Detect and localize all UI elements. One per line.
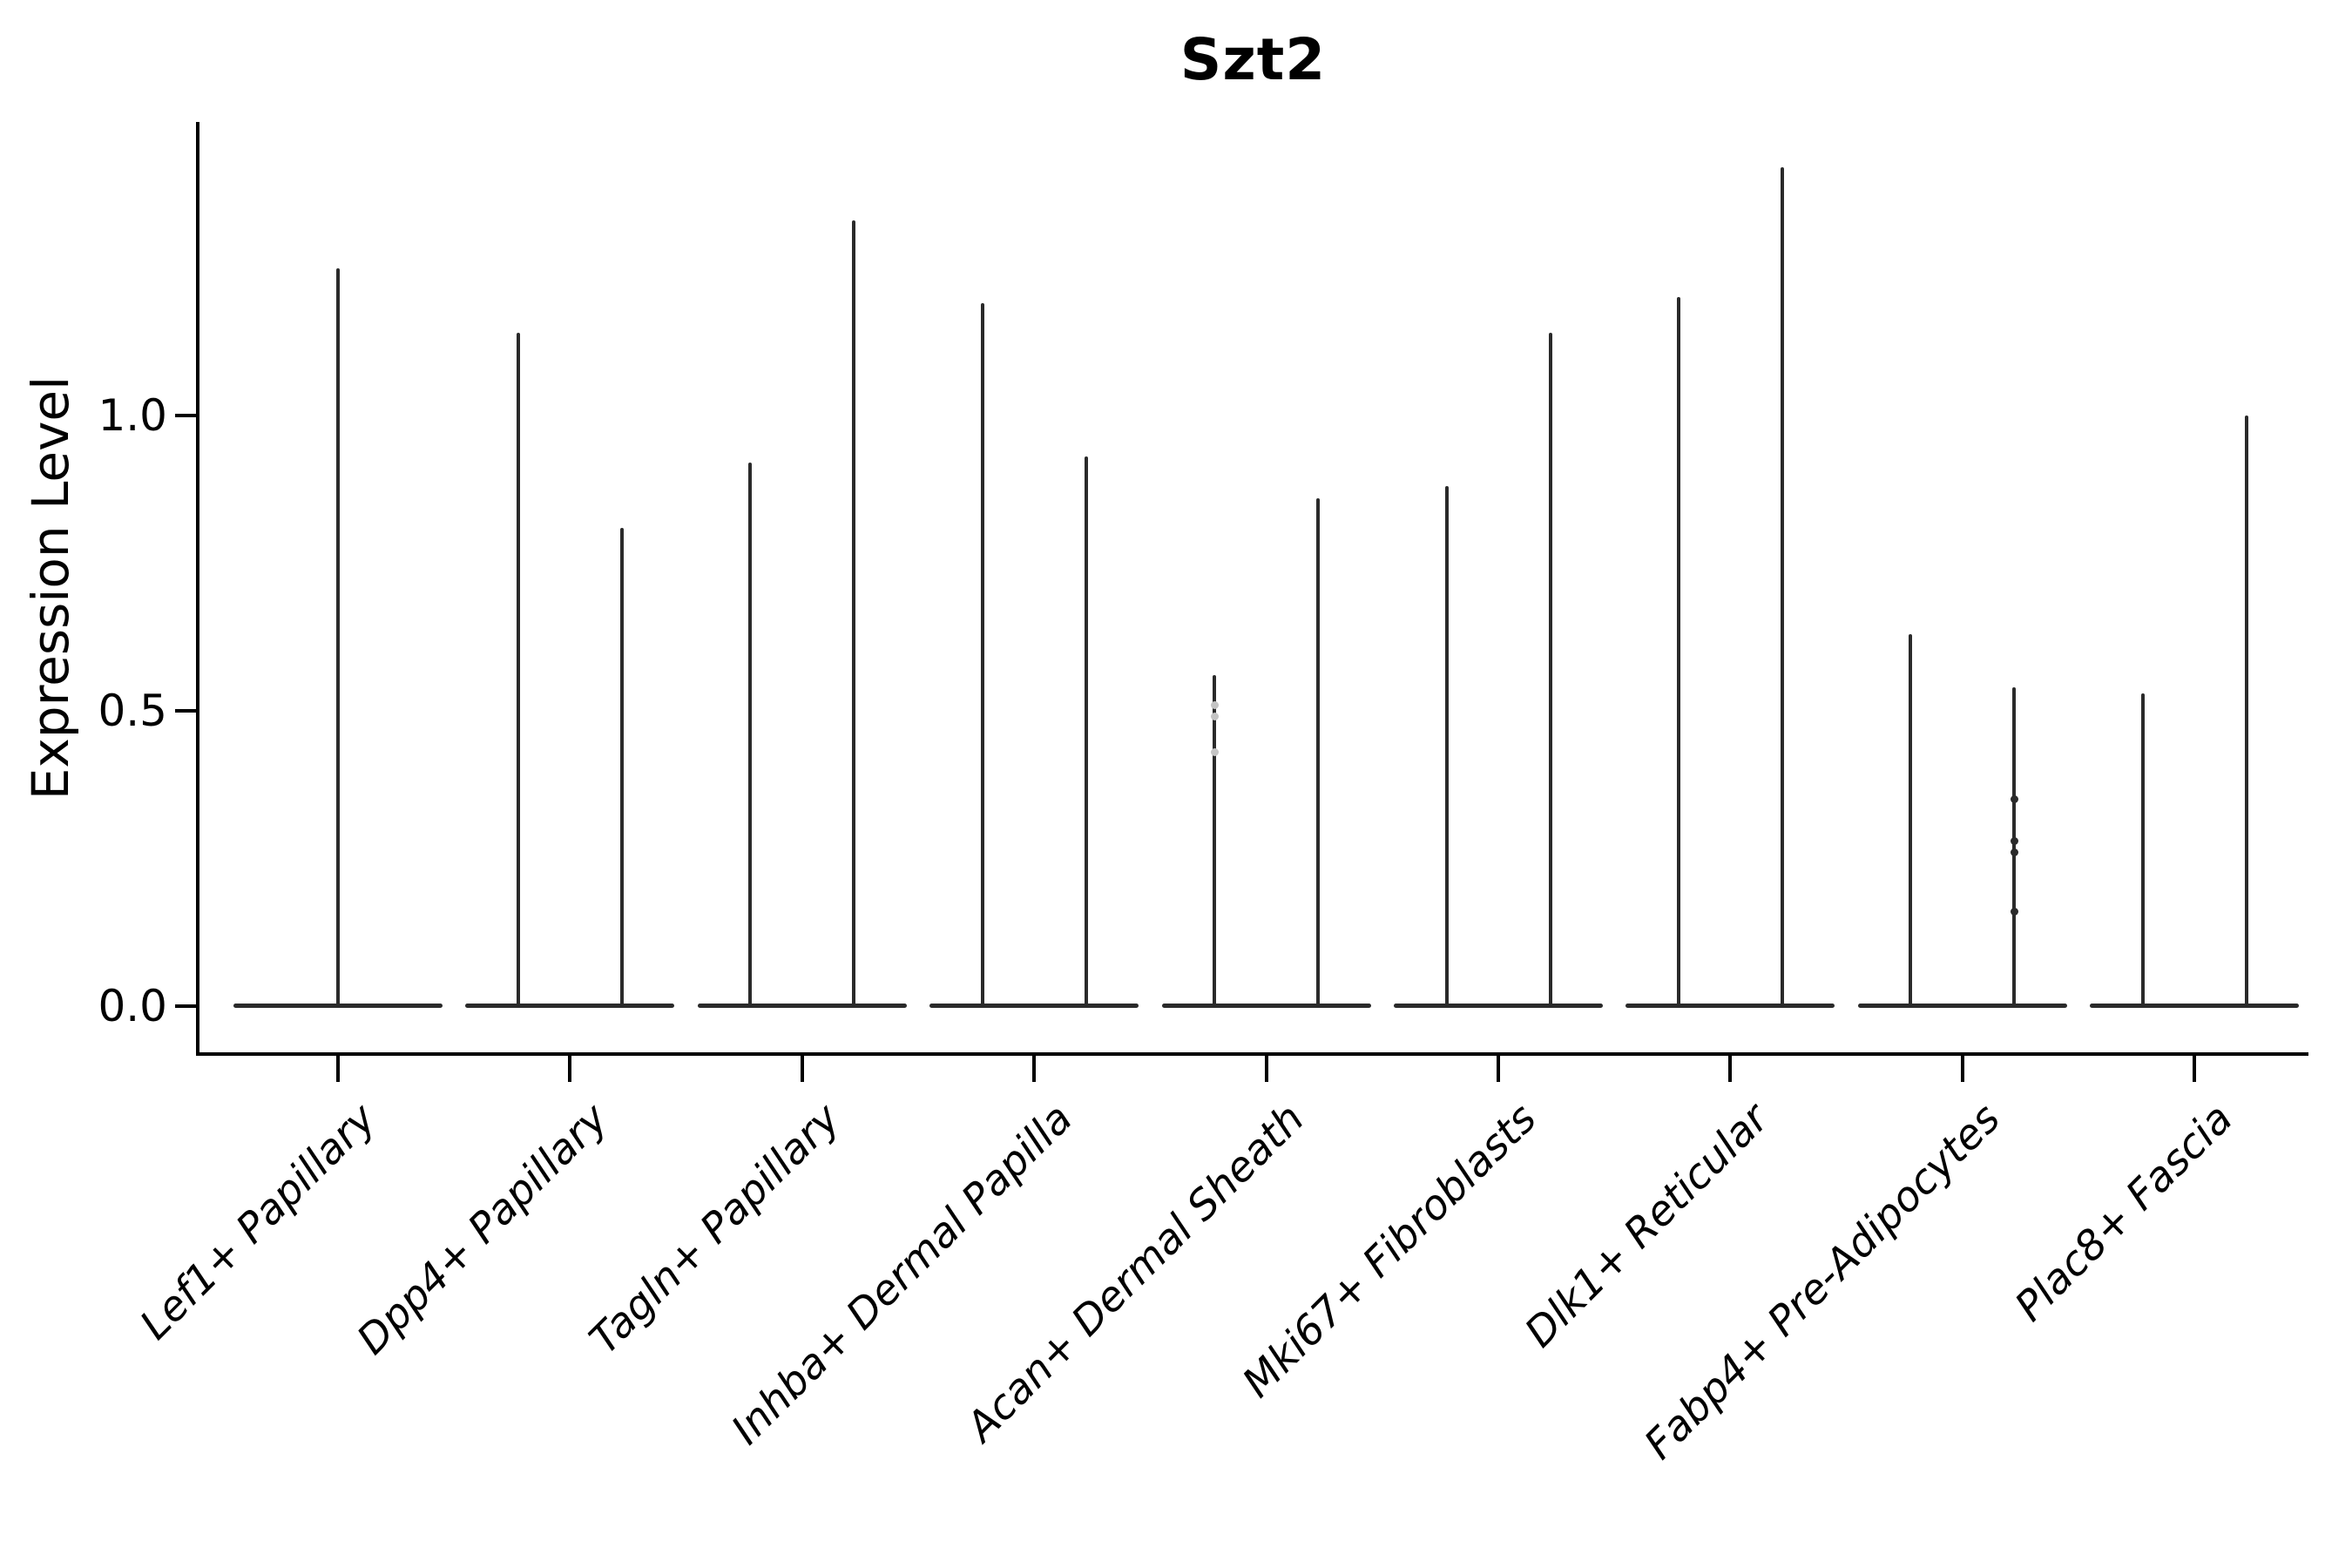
x-tick: [1497, 1056, 1500, 1082]
violin-spike: [980, 303, 984, 1008]
violin-baseline: [697, 1004, 907, 1008]
x-tick-label: Dlk1+ Reticular: [1515, 1094, 1778, 1357]
violin-spike: [852, 220, 856, 1008]
x-tick: [336, 1056, 340, 1082]
y-tick-label: 0.0: [98, 981, 167, 1031]
y-axis-spine: [196, 122, 199, 1056]
jitter-point: [2010, 908, 2018, 916]
violin-baseline: [1394, 1004, 1603, 1008]
y-tick-label: 1.0: [98, 390, 167, 441]
jitter-point: [2010, 836, 2018, 845]
x-tick: [1728, 1056, 1733, 1082]
violin-baseline: [465, 1004, 675, 1008]
violin-baseline: [1625, 1004, 1835, 1008]
violin-spike: [2012, 686, 2017, 1008]
violin-spike: [1780, 167, 1784, 1008]
x-tick-label: Lef1+ Papillary: [131, 1094, 386, 1349]
x-tick-label: Dpp4+ Papillary: [348, 1094, 618, 1364]
y-tick-label: 0.5: [98, 686, 167, 736]
y-tick: [175, 1004, 196, 1008]
x-tick: [1264, 1056, 1268, 1082]
x-tick: [1960, 1056, 1964, 1082]
violin-spike: [336, 267, 340, 1008]
violin-spike: [1316, 497, 1321, 1008]
jitter-point: [2010, 795, 2018, 804]
violin-spike: [1444, 486, 1449, 1008]
violin-spike: [2244, 416, 2248, 1008]
y-tick: [175, 414, 196, 417]
violin-baseline: [1161, 1004, 1371, 1008]
violin-spike: [748, 463, 753, 1008]
x-tick-label: Tagln+ Papillary: [580, 1094, 850, 1364]
violin-spike: [1909, 633, 1913, 1008]
violin-spike: [1084, 456, 1088, 1008]
violin-baseline: [929, 1004, 1139, 1008]
violin-baseline: [1857, 1004, 2067, 1008]
x-tick: [1032, 1056, 1037, 1082]
jitter-point: [1210, 747, 1219, 756]
jitter-point: [1210, 700, 1219, 709]
chart-title: Szt2: [1179, 26, 1327, 93]
y-axis-label: Expression Level: [21, 375, 80, 801]
jitter-point: [2010, 848, 2018, 857]
x-tick: [568, 1056, 572, 1082]
x-tick: [800, 1056, 804, 1082]
violin-spike: [1676, 297, 1680, 1008]
violin-spike: [1213, 675, 1217, 1008]
x-tick-label: Plac8+ Fascia: [2005, 1094, 2242, 1331]
jitter-point: [1210, 713, 1219, 721]
violin-spike: [516, 333, 520, 1008]
y-tick: [175, 709, 196, 713]
violin-spike: [1548, 333, 1552, 1008]
x-axis-spine: [196, 1052, 2308, 1056]
violin-baseline: [2090, 1004, 2300, 1008]
violin-spike: [2140, 693, 2145, 1008]
x-tick: [2193, 1056, 2197, 1082]
violin-spike: [619, 527, 624, 1008]
